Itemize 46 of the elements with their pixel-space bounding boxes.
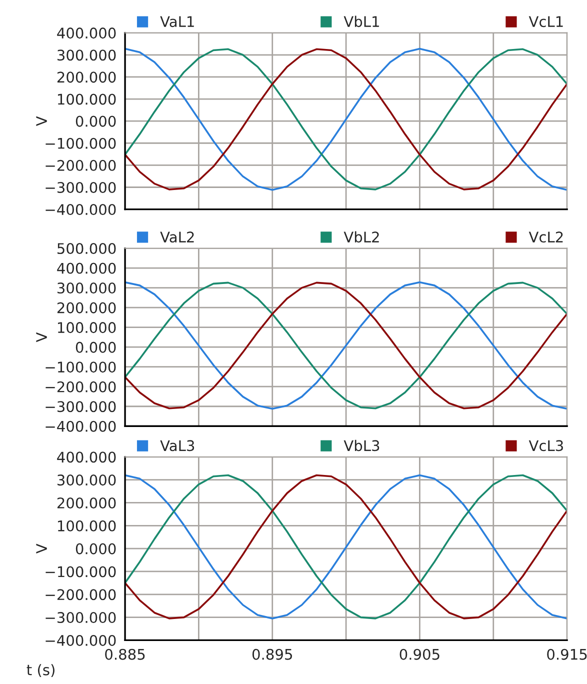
legend-label: VcL1 — [528, 16, 563, 28]
x-tick-label: 0.915 — [547, 648, 587, 660]
y-tick-label: −100.000 — [46, 566, 116, 578]
y-tick-label: 100.000 — [58, 520, 116, 532]
y-tick-label: 0.000 — [76, 116, 116, 127]
y-tick-label: 0.000 — [76, 342, 116, 353]
y-axis-title: V — [36, 544, 47, 554]
legend-label: VaL2 — [160, 232, 194, 243]
y-tick-label: 200.000 — [57, 302, 116, 314]
y-tick-label: 200.000 — [57, 497, 116, 508]
legend-label: VbL3 — [344, 440, 380, 452]
y-tick-label: 500.000 — [58, 243, 116, 254]
y-tick-label: −100.000 — [46, 362, 116, 373]
y-tick-label: −200.000 — [46, 589, 116, 600]
y-tick-label: −400.000 — [46, 204, 116, 216]
legend-label: VcL2 — [528, 232, 563, 243]
legend-label: VaL3 — [160, 440, 194, 452]
y-tick-label: 200.000 — [57, 72, 116, 83]
legend-label: VbL2 — [344, 231, 379, 243]
y-tick-label: 0.000 — [76, 543, 116, 554]
legend-label: VbL1 — [344, 16, 379, 28]
y-tick-label: 300.000 — [58, 50, 116, 61]
y-tick-label: −200.000 — [46, 381, 116, 392]
y-tick-label: −100.000 — [46, 138, 116, 149]
x-axis-title: t (s) — [26, 664, 54, 678]
y-tick-label: 300.000 — [58, 474, 116, 486]
y-tick-label: −200.000 — [46, 160, 116, 171]
line-series — [125, 474, 568, 620]
y-tick-label: 400.000 — [57, 452, 116, 463]
x-tick-label: 0.885 — [105, 648, 145, 660]
y-tick-label: 100.000 — [58, 94, 116, 105]
y-tick-label: −300.000 — [46, 401, 116, 412]
y-tick-label: 300.000 — [58, 282, 116, 294]
y-tick-label: 100.000 — [58, 322, 116, 334]
x-tick-label: 0.905 — [400, 648, 440, 660]
y-tick-label: −300.000 — [46, 182, 116, 193]
y-axis-title: V — [36, 116, 47, 126]
y-tick-label: −400.000 — [46, 634, 116, 646]
y-tick-label: −300.000 — [46, 612, 116, 624]
legend-label: VcL3 — [528, 440, 563, 452]
y-axis-title: V — [36, 332, 47, 342]
x-tick-label: 0.895 — [252, 648, 292, 660]
legend-label: VaL1 — [160, 16, 194, 28]
y-tick-label: 400.000 — [57, 28, 116, 39]
y-tick-label: 400.000 — [57, 262, 116, 274]
y-tick-label: −400.000 — [46, 420, 116, 432]
